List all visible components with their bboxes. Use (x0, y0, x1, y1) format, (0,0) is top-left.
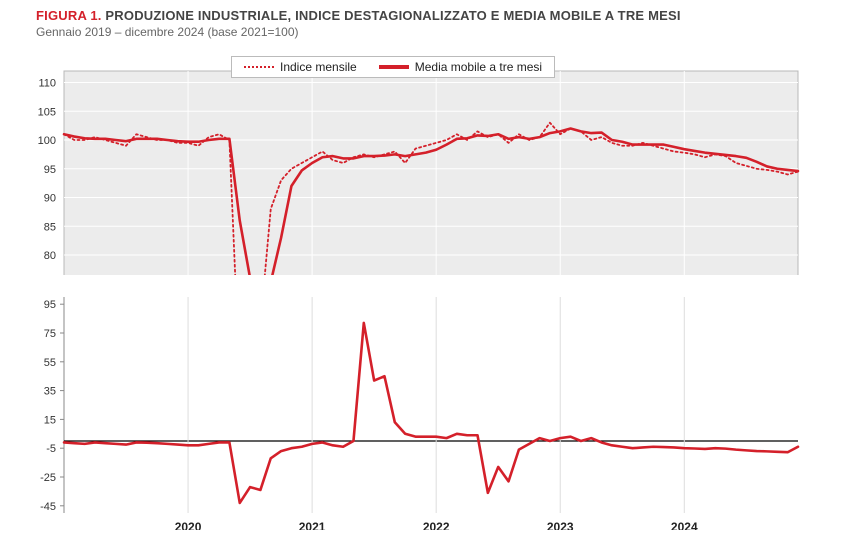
svg-text:100: 100 (38, 135, 56, 147)
svg-text:-5: -5 (46, 443, 56, 455)
svg-text:95: 95 (44, 164, 56, 176)
svg-text:2024: 2024 (671, 520, 698, 530)
legend-label: Media mobile a tre mesi (415, 60, 542, 74)
legend-swatch (379, 65, 409, 69)
svg-text:85: 85 (44, 221, 56, 233)
svg-text:80: 80 (44, 250, 56, 262)
top-chart: 80 85 90 95 100 105 110 (0, 45, 847, 275)
figure-heading: FIGURA 1. PRODUZIONE INDUSTRIALE, INDICE… (0, 0, 847, 25)
svg-text:15: 15 (44, 414, 56, 426)
svg-text:35: 35 (44, 386, 56, 398)
svg-text:-25: -25 (40, 472, 56, 484)
svg-text:2021: 2021 (299, 520, 326, 530)
bottom-chart: -45 -25 -5 15 35 55 75 95 2020 2021 2022 2023 2024 (0, 275, 847, 530)
legend-swatch (244, 66, 274, 68)
svg-text:-45: -45 (40, 501, 56, 513)
legend-item: Indice mensile (244, 60, 357, 74)
figure-title: PRODUZIONE INDUSTRIALE, INDICE DESTAGION… (105, 8, 680, 23)
svg-text:105: 105 (38, 106, 56, 118)
svg-text:90: 90 (44, 193, 56, 205)
svg-text:2022: 2022 (423, 520, 450, 530)
svg-text:110: 110 (38, 78, 56, 90)
figure-label: FIGURA 1. (36, 8, 102, 23)
chart-legend: Indice mensile Media mobile a tre mesi (231, 56, 555, 78)
legend-label: Indice mensile (280, 60, 357, 74)
svg-text:95: 95 (44, 299, 56, 311)
legend-item: Media mobile a tre mesi (379, 60, 542, 74)
svg-text:2020: 2020 (175, 520, 202, 530)
svg-text:2023: 2023 (547, 520, 574, 530)
figure-subtitle: Gennaio 2019 – dicembre 2024 (base 2021=… (0, 25, 847, 45)
svg-text:75: 75 (44, 328, 56, 340)
svg-text:55: 55 (44, 357, 56, 369)
